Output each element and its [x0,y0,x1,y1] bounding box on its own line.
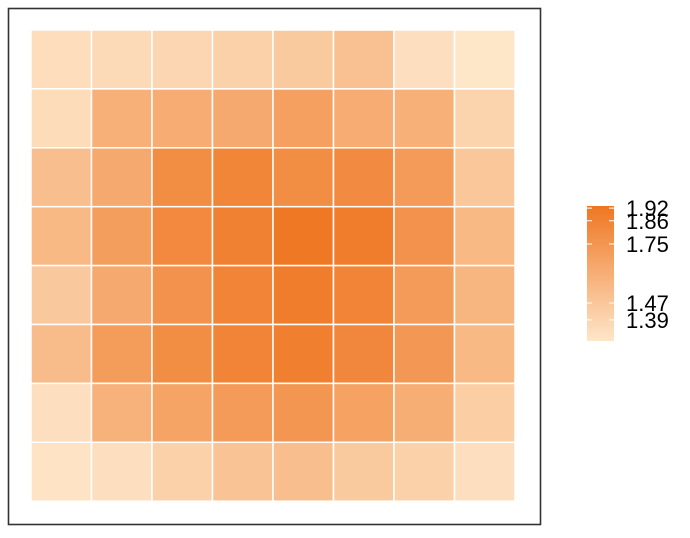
heatmap-tile [151,264,214,326]
heatmap-tile [90,264,153,326]
heatmap-tile [30,29,93,90]
heatmap-tile [393,205,456,267]
heatmap-tile [332,382,395,444]
heatmap-tile [393,441,456,502]
heatmap-tile [453,147,516,208]
heatmap-tile [272,147,335,208]
heatmap-tile [332,88,395,149]
heatmap-tile [393,323,456,385]
heatmap-tile [90,147,153,208]
legend-tick-label: 1.47 [626,291,669,316]
heatmap-tile [272,29,335,90]
legend-tick-label: 1.39 [626,308,669,333]
heatmap-tile [30,323,93,385]
heatmap-tile [30,441,93,502]
heatmap-tile [30,88,93,149]
heatmap-tile [393,382,456,444]
heatmap-tile [30,147,93,208]
heatmap-tile [272,88,335,149]
heatmap-tile [393,147,456,208]
heatmap-tile [90,29,153,90]
legend-colorbar [587,206,614,341]
heatmap-tile [90,441,153,502]
legend-tick-label: 1.75 [626,232,669,257]
plot-panel-border [7,7,542,526]
heatmap-tile [151,441,214,502]
heatmap-tile [332,323,395,385]
legend-tick-label: 1.92 [626,196,669,221]
heatmap-tile [90,323,153,385]
heatmap-tile [332,205,395,267]
heatmap-tile [211,323,274,385]
heatmap-tile [393,88,456,149]
heatmap-tile [151,88,214,149]
heatmap-tile [151,205,214,267]
heatmap-tile [211,205,274,267]
heatmap-tile [30,264,93,326]
heatmap-tile [30,382,93,444]
heatmap-tile [211,29,274,90]
heatmap-tile [393,264,456,326]
heatmap-tile [151,323,214,385]
heatmap-tile [453,29,516,90]
heatmap-tile [151,382,214,444]
heatmap-tile [151,29,214,90]
heatmap-tile [272,323,335,385]
heatmap-tile [332,29,395,90]
heatmap-tile [211,147,274,208]
heatmap-tile [272,205,335,267]
heatmap-tile [453,323,516,385]
heatmap-tile [453,264,516,326]
heatmap-tiles [30,29,516,502]
heatmap-tile [453,88,516,149]
heatmap-tile [272,382,335,444]
heatmap-tile [90,88,153,149]
heatmap-tile [30,205,93,267]
heatmap-tile [393,29,456,90]
heatmap-tile [332,147,395,208]
heatmap-tile [453,382,516,444]
heatmap-tile [453,205,516,267]
heatmap-tile [272,264,335,326]
heatmap-tile [332,264,395,326]
legend-ticks: 1.921.861.75 1.471.39 [587,196,669,333]
heatmap-tile [211,441,274,502]
color-legend: 1.921.861.75 1.471.39 [587,196,669,341]
heatmap-tile [90,205,153,267]
heatmap-tile [90,382,153,444]
heatmap-tile [272,441,335,502]
heatmap-tile [332,441,395,502]
heatmap-tile [211,88,274,149]
heatmap-tile [211,382,274,444]
heatmap-tile [151,147,214,208]
heatmap-tile [211,264,274,326]
heatmap-tile [453,441,516,502]
legend-tick-label: 1.86 [626,209,669,234]
